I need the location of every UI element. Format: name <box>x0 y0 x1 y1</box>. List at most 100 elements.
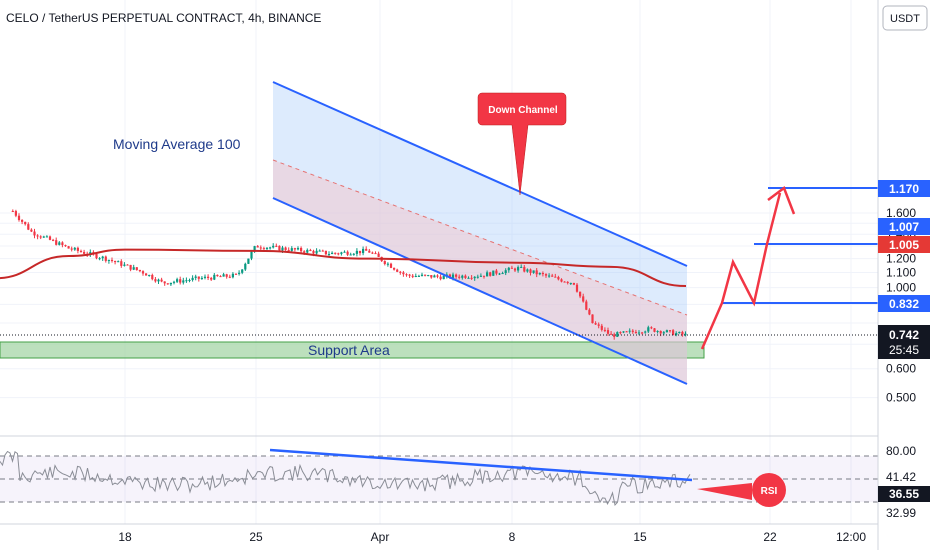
candle-body <box>343 251 346 253</box>
candle-body <box>442 275 445 280</box>
rsi-label: RSI <box>761 486 778 497</box>
candle-body <box>151 274 154 280</box>
candle-body <box>83 251 86 254</box>
candle-body <box>659 331 662 334</box>
candle-body <box>241 269 244 273</box>
candle-body <box>231 273 234 278</box>
candle-body <box>191 277 194 281</box>
candle-body <box>606 330 610 334</box>
candle-body <box>293 248 296 250</box>
candle-body <box>644 331 647 333</box>
candle-body <box>135 267 138 270</box>
rsi-tick-3299: 32.99 <box>886 506 916 520</box>
candle-body <box>182 280 185 283</box>
channel-mid-line[interactable] <box>272 159 688 316</box>
candle-body <box>138 269 141 272</box>
channel-upper-line[interactable] <box>272 81 688 267</box>
candle-body <box>129 264 132 270</box>
candle-body <box>473 276 476 279</box>
candle-body <box>213 274 216 280</box>
candle-body <box>476 276 479 278</box>
candle-body <box>504 270 507 274</box>
badge-1005-label: 1.005 <box>889 238 919 252</box>
time-axis[interactable]: 18 25 Apr 8 15 22 12:00 <box>118 530 866 544</box>
candle-body <box>355 250 358 254</box>
candle-body <box>510 267 513 269</box>
rsi-callout[interactable] <box>752 473 786 507</box>
price-scale[interactable] <box>878 0 932 550</box>
candle-body <box>148 274 151 276</box>
candle-body <box>637 332 641 334</box>
candle-body <box>194 276 197 278</box>
price-tick-label: 1.600 <box>886 206 916 220</box>
main-pane-background <box>0 0 878 436</box>
candle-body <box>169 282 172 285</box>
candle-body <box>318 250 321 252</box>
candle-body <box>17 215 21 220</box>
candle-body <box>616 332 619 337</box>
candle-body <box>557 277 560 280</box>
candle-body <box>563 281 566 283</box>
support-area-label: Support Area <box>308 342 390 358</box>
candle-body <box>247 258 250 264</box>
candle-body <box>371 252 374 254</box>
currency-button[interactable] <box>882 5 928 31</box>
time-tick-label: 25 <box>249 530 263 544</box>
candle-body <box>451 274 455 278</box>
candle-body <box>79 250 83 252</box>
candle-body <box>110 259 114 261</box>
rsi-trendline[interactable] <box>269 448 693 482</box>
candle-body <box>188 280 191 282</box>
candle-body <box>67 246 70 249</box>
price-tick-label: 1.000 <box>886 281 916 295</box>
candle-body <box>107 259 110 261</box>
candle-body <box>259 247 262 249</box>
candle-body <box>523 266 526 272</box>
candle-body <box>588 309 591 315</box>
candle-body <box>36 235 39 237</box>
candle-body <box>179 279 182 283</box>
badge-0832 <box>878 295 930 312</box>
candle-body <box>681 331 684 335</box>
candle-body <box>374 253 377 255</box>
candle-body <box>225 274 228 277</box>
candle-body <box>269 247 272 249</box>
candle-body <box>572 282 575 285</box>
rsi-line[interactable] <box>0 450 691 507</box>
candle-body <box>120 261 123 266</box>
candle-body <box>455 274 458 277</box>
candle-body <box>436 275 439 277</box>
down-channel-label: Down Channel <box>488 105 558 116</box>
candle-body <box>290 248 293 251</box>
rsi-tick-80: 80.00 <box>886 444 916 458</box>
candle-body <box>117 261 120 263</box>
down-channel-callout[interactable] <box>477 92 567 196</box>
candle-body <box>486 272 489 277</box>
candle-body <box>411 275 414 277</box>
candle-body <box>281 247 284 251</box>
candle-body <box>467 277 470 279</box>
rsi-tick-4142: 41.42 <box>886 470 916 484</box>
candle-body <box>665 330 668 333</box>
candle-body <box>334 252 337 254</box>
candle-body <box>594 323 597 325</box>
candle-body <box>386 263 389 265</box>
candle-body <box>569 282 572 284</box>
moving-average-line[interactable] <box>0 248 687 288</box>
candle-body <box>55 240 58 245</box>
candle-body <box>424 274 427 276</box>
candle-body <box>321 250 324 252</box>
candle-body <box>203 276 207 278</box>
candle-body <box>327 254 331 256</box>
projection-path[interactable] <box>700 192 782 350</box>
channel-lower-line[interactable] <box>272 197 688 385</box>
candle-body <box>399 271 402 273</box>
candle-body <box>141 271 145 274</box>
candle-body <box>414 275 417 277</box>
chart-title: CELO / TetherUS PERPETUAL CONTRACT, 4h, … <box>6 11 321 25</box>
candle-body <box>585 301 588 310</box>
candle-body <box>575 284 579 292</box>
candle-body <box>430 275 433 278</box>
candle-body <box>492 270 495 276</box>
